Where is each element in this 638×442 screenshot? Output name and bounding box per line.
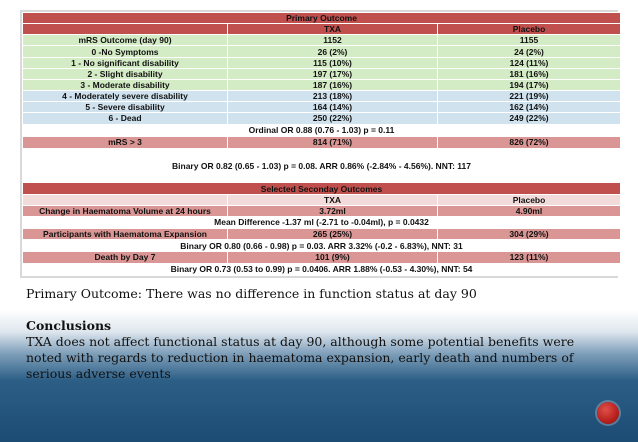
mrs-row-placebo: 24 (2%) — [436, 45, 622, 58]
death-day7-txa: 101 (9%) — [227, 251, 438, 264]
haematoma-volume-txa: 3.72ml — [227, 204, 438, 217]
slide-text: Primary Outcome: There was no difference… — [26, 286, 586, 382]
mrs-row-txa: 213 (18%) — [227, 90, 438, 103]
txa-column-header: TXA — [227, 23, 438, 36]
death-day7-or: Binary OR 0.73 (0.53 to 0.99) p = 0.0406… — [21, 262, 622, 277]
mrs-row-txa: 26 (2%) — [227, 45, 438, 58]
mrs-row-label: 4 - Moderately severe disability — [22, 90, 228, 103]
mrs-row-label: 0 -No Symptoms — [22, 45, 228, 58]
txa-n: 1152 — [227, 34, 438, 47]
placebo-n: 1155 — [436, 34, 622, 47]
blank-secondary-header-cell — [22, 193, 228, 206]
mrs-gt-3-txa: 814 (71%) — [227, 135, 438, 149]
death-day7-label: Death by Day 7 — [22, 251, 228, 264]
outcomes-table: Primary Outcome TXA Placebo mRS Outcome … — [21, 11, 622, 277]
slide-nav-button[interactable] — [597, 402, 619, 424]
secondary-placebo-header: Placebo — [436, 193, 622, 206]
mrs-row-txa: 187 (16%) — [227, 78, 438, 92]
haematoma-expansion-txa: 265 (25%) — [227, 228, 438, 241]
mrs-row-txa: 250 (22%) — [227, 112, 438, 125]
blank-header-cell — [22, 23, 228, 36]
haematoma-expansion-or: Binary OR 0.80 (0.66 - 0.98) p = 0.03. A… — [21, 239, 622, 253]
mrs-row-label: 3 - Moderate disability — [22, 78, 228, 92]
mrs-row-label: 5 - Severe disability — [22, 101, 228, 114]
mrs-gt-3-placebo: 826 (72%) — [436, 135, 622, 149]
mrs-row-placebo: 249 (22%) — [436, 112, 622, 125]
primary-outcome-title: Primary Outcome — [21, 11, 622, 25]
mrs-row-placebo: 181 (16%) — [436, 67, 622, 80]
death-day7-placebo: 123 (11%) — [436, 251, 622, 264]
mrs-row-placebo: 124 (11%) — [436, 56, 622, 69]
secondary-outcomes-title: Selected Seconday Outcomes — [21, 182, 622, 195]
secondary-txa-header: TXA — [227, 193, 438, 206]
mrs-row-placebo: 194 (17%) — [436, 78, 622, 92]
conclusions-body: TXA does not affect functional status at… — [26, 334, 575, 381]
conclusions-heading: Conclusions — [26, 318, 112, 333]
mrs-gt-3-label: mRS > 3 — [22, 135, 228, 149]
mrs-row-txa: 115 (10%) — [227, 56, 438, 69]
binary-or: Binary OR 0.82 (0.65 - 1.03) p = 0.08. A… — [21, 147, 622, 184]
mrs-row-placebo: 162 (14%) — [436, 101, 622, 114]
ordinal-or: Ordinal OR 0.88 (0.76 - 1.03) p = 0.11 — [21, 123, 622, 137]
haematoma-volume-label: Change in Haematoma Volume at 24 hours — [22, 204, 228, 217]
mean-difference: Mean Difference -1.37 ml (-2.71 to -0.04… — [21, 215, 622, 230]
mrs-row-txa: 197 (17%) — [227, 67, 438, 80]
mrs-outcome-label: mRS Outcome (day 90) — [22, 34, 228, 47]
outcomes-table-image: Primary Outcome TXA Placebo mRS Outcome … — [20, 10, 622, 278]
haematoma-expansion-placebo: 304 (29%) — [436, 228, 622, 241]
mrs-row-txa: 164 (14%) — [227, 101, 438, 114]
mrs-row-placebo: 221 (19%) — [436, 90, 622, 103]
mrs-row-label: 1 - No significant disability — [22, 56, 228, 69]
placebo-column-header: Placebo — [436, 23, 622, 36]
mrs-row-label: 6 - Dead — [22, 112, 228, 125]
haematoma-volume-placebo: 4.90ml — [436, 204, 622, 217]
haematoma-expansion-label: Participants with Haematoma Expansion — [22, 228, 228, 241]
mrs-row-label: 2 - Slight disability — [22, 67, 228, 80]
primary-outcome-statement: Primary Outcome: There was no difference… — [26, 286, 477, 301]
